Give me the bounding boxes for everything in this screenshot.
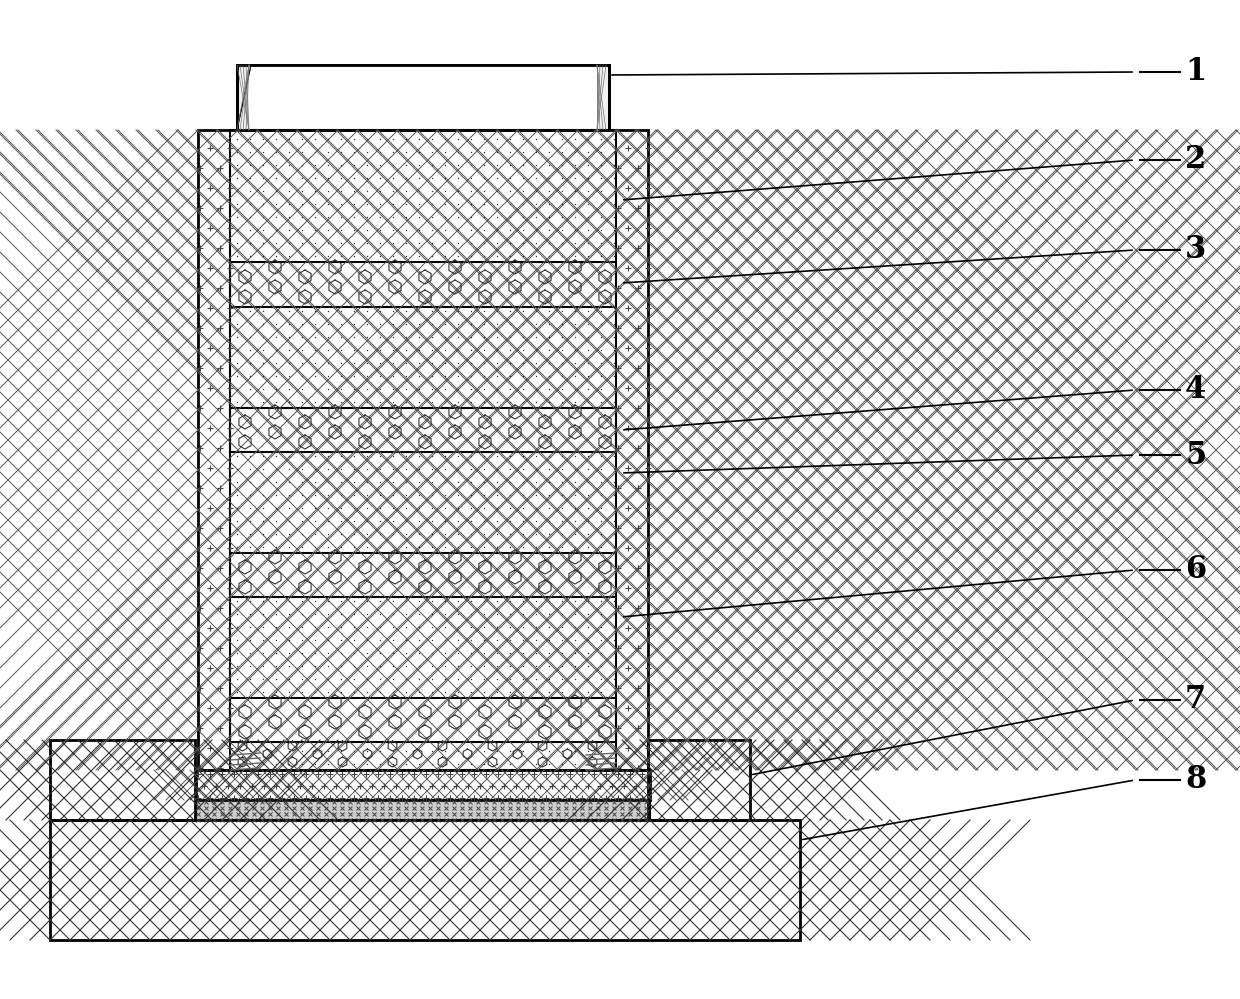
Bar [229,553,616,597]
Bar [229,408,616,452]
Bar [249,65,596,130]
Text: 7: 7 [1185,684,1207,715]
Bar [229,307,616,408]
Bar [237,65,609,130]
Bar [198,130,649,770]
Bar [196,800,650,820]
Bar [229,130,616,770]
Bar [229,742,616,770]
Text: 1: 1 [1185,57,1207,88]
Bar [229,742,616,770]
Text: 8: 8 [1185,764,1207,795]
Text: 6: 6 [1185,554,1207,585]
Bar [649,740,750,820]
Bar [229,130,616,262]
Bar [229,553,616,597]
Text: 5: 5 [1185,440,1207,471]
Bar [229,698,616,742]
Bar [229,262,616,307]
Bar [196,770,650,800]
Bar [229,452,616,553]
Bar [616,130,649,770]
Bar [198,130,229,770]
Bar [196,770,650,800]
Bar [50,740,195,820]
Bar [50,740,195,820]
Bar [229,408,616,452]
Text: 4: 4 [1185,375,1207,406]
Text: 3: 3 [1185,235,1207,266]
Bar [50,820,800,940]
Text: 2: 2 [1185,145,1207,176]
Bar [196,800,650,820]
Bar [50,820,800,940]
Bar [229,698,616,742]
Bar [649,740,750,820]
Bar [229,262,616,307]
Bar [237,65,609,130]
Bar [229,597,616,698]
